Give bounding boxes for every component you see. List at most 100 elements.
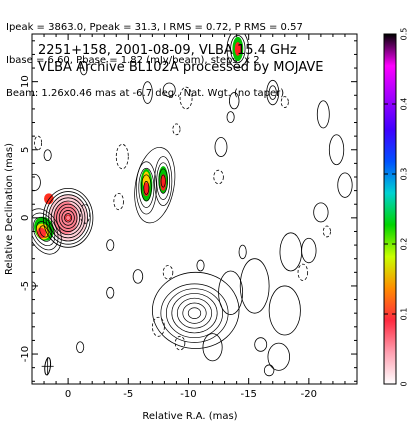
jet-contour — [313, 202, 329, 223]
negative-contour — [179, 86, 193, 110]
jet-contour — [162, 82, 176, 98]
jet-contour — [337, 172, 353, 198]
negative-contour — [174, 335, 186, 351]
contour-layer — [32, 34, 353, 377]
jet-contour — [132, 269, 144, 284]
jet-contour — [176, 297, 213, 329]
y-tick-label: 5 — [20, 147, 31, 153]
polarization-patch — [234, 42, 241, 56]
negative-contour — [213, 169, 224, 185]
jet-contour — [135, 161, 157, 215]
jet-contour — [143, 181, 150, 195]
jet-contour — [158, 168, 168, 194]
jet-contour — [138, 167, 155, 208]
jet-contour — [229, 92, 240, 110]
jet-contour — [171, 293, 218, 334]
jet-contour — [156, 162, 171, 200]
jet-contour — [267, 342, 290, 371]
jet-contour — [140, 174, 152, 202]
jet-contour — [165, 288, 224, 339]
polarization-patch — [143, 182, 150, 197]
jet-contour — [39, 225, 49, 238]
jet-contour — [160, 283, 229, 343]
jet-contour — [151, 271, 240, 349]
jet-contour — [32, 208, 62, 255]
jet-contour — [142, 81, 153, 104]
negative-contour — [79, 203, 91, 224]
jet-contour — [279, 232, 303, 272]
jet-contour — [106, 286, 115, 299]
negative-contour — [113, 192, 124, 211]
colorbar-tick-label: 0.1 — [400, 308, 409, 321]
jet-contour — [226, 111, 235, 123]
x-tick-label: -20 — [301, 389, 317, 400]
jet-contour — [214, 137, 228, 157]
jet-contour — [160, 174, 166, 188]
jet-contour — [43, 149, 52, 162]
negative-contour — [151, 316, 165, 337]
negative-contour — [297, 263, 309, 281]
jet-contour — [202, 333, 223, 362]
core-contour — [58, 206, 78, 229]
plot-title: 2251+158, 2001-08-09, VLBA 15.4 GHz VLBA… — [38, 43, 324, 75]
y-tick-label: -10 — [20, 346, 31, 362]
colorbar-tick-label: 0 — [400, 381, 409, 386]
x-tick-label: 0 — [65, 389, 71, 400]
jet-contour — [196, 259, 205, 272]
core-contour — [56, 203, 81, 232]
jet-contour — [301, 237, 317, 264]
jet-contour — [316, 100, 330, 129]
colorbar-ticks: 0 0.1 0.2 0.3 0.4 0.5 — [384, 28, 409, 387]
jet-contour — [266, 79, 280, 106]
colorbar — [383, 33, 397, 385]
jet-contour — [106, 239, 115, 251]
jet-contour — [263, 364, 275, 377]
core-contour — [48, 194, 89, 242]
y-tick-label: 0 — [20, 215, 31, 221]
jet-contour — [328, 134, 345, 166]
jet-contour — [226, 34, 250, 69]
negative-contour — [280, 96, 289, 108]
jet-contour — [154, 156, 173, 206]
title-line-2: VLBA Archive BL102A processed by MOJAVE — [38, 60, 324, 75]
negative-contour — [322, 225, 331, 238]
plot-frame — [31, 33, 358, 385]
y-axis-label: Relative Declination (mas) — [4, 143, 15, 275]
y-tick-label: 10 — [20, 75, 31, 88]
core-contour — [50, 197, 86, 239]
core-contour — [45, 191, 91, 245]
x-tick-label: -15 — [240, 389, 256, 400]
negative-contour — [162, 265, 174, 280]
y-tick-label: -5 — [20, 281, 31, 291]
jet-contour — [134, 147, 176, 224]
colorbar-tick-label: 0.4 — [400, 98, 409, 111]
title-line-1: 2251+158, 2001-08-09, VLBA 15.4 GHz — [38, 43, 297, 58]
jet-contour — [238, 244, 247, 260]
colorbar-tick-label: 0.5 — [400, 28, 409, 41]
jet-contour — [79, 60, 88, 76]
negative-contour — [172, 123, 181, 136]
jet-contour — [239, 258, 270, 314]
core-contour — [64, 213, 73, 223]
jet-contour — [254, 337, 268, 352]
jet-contour — [268, 285, 301, 336]
jet-contour — [182, 302, 207, 324]
jet-contour — [36, 221, 52, 242]
jet-contour — [32, 212, 59, 251]
header-line-1: Ipeak = 3863.0, Ppeak = 31.3, I RMS = 0.… — [6, 22, 303, 33]
jet-contour — [230, 34, 246, 63]
negative-contour — [115, 143, 129, 170]
x-tick-label: -5 — [123, 389, 133, 400]
jet-contour — [187, 307, 202, 319]
jet-contour — [218, 270, 244, 315]
jet-contour — [76, 341, 85, 354]
core-contour — [65, 214, 71, 221]
x-axis-label: Relative R.A. (mas) — [142, 411, 237, 422]
x-tick-label: -10 — [180, 389, 196, 400]
header-line-2: Ibase = 6.60, Pbase = 1.82 (mJy/beam), s… — [6, 55, 260, 66]
axes: 0 -5 -10 -15 -20 10 5 0 -5 -10 — [20, 34, 357, 400]
core-contour — [61, 210, 75, 226]
colorbar-tick-label: 0.2 — [400, 238, 409, 251]
colorbar-tick-label: 0.3 — [400, 168, 409, 181]
